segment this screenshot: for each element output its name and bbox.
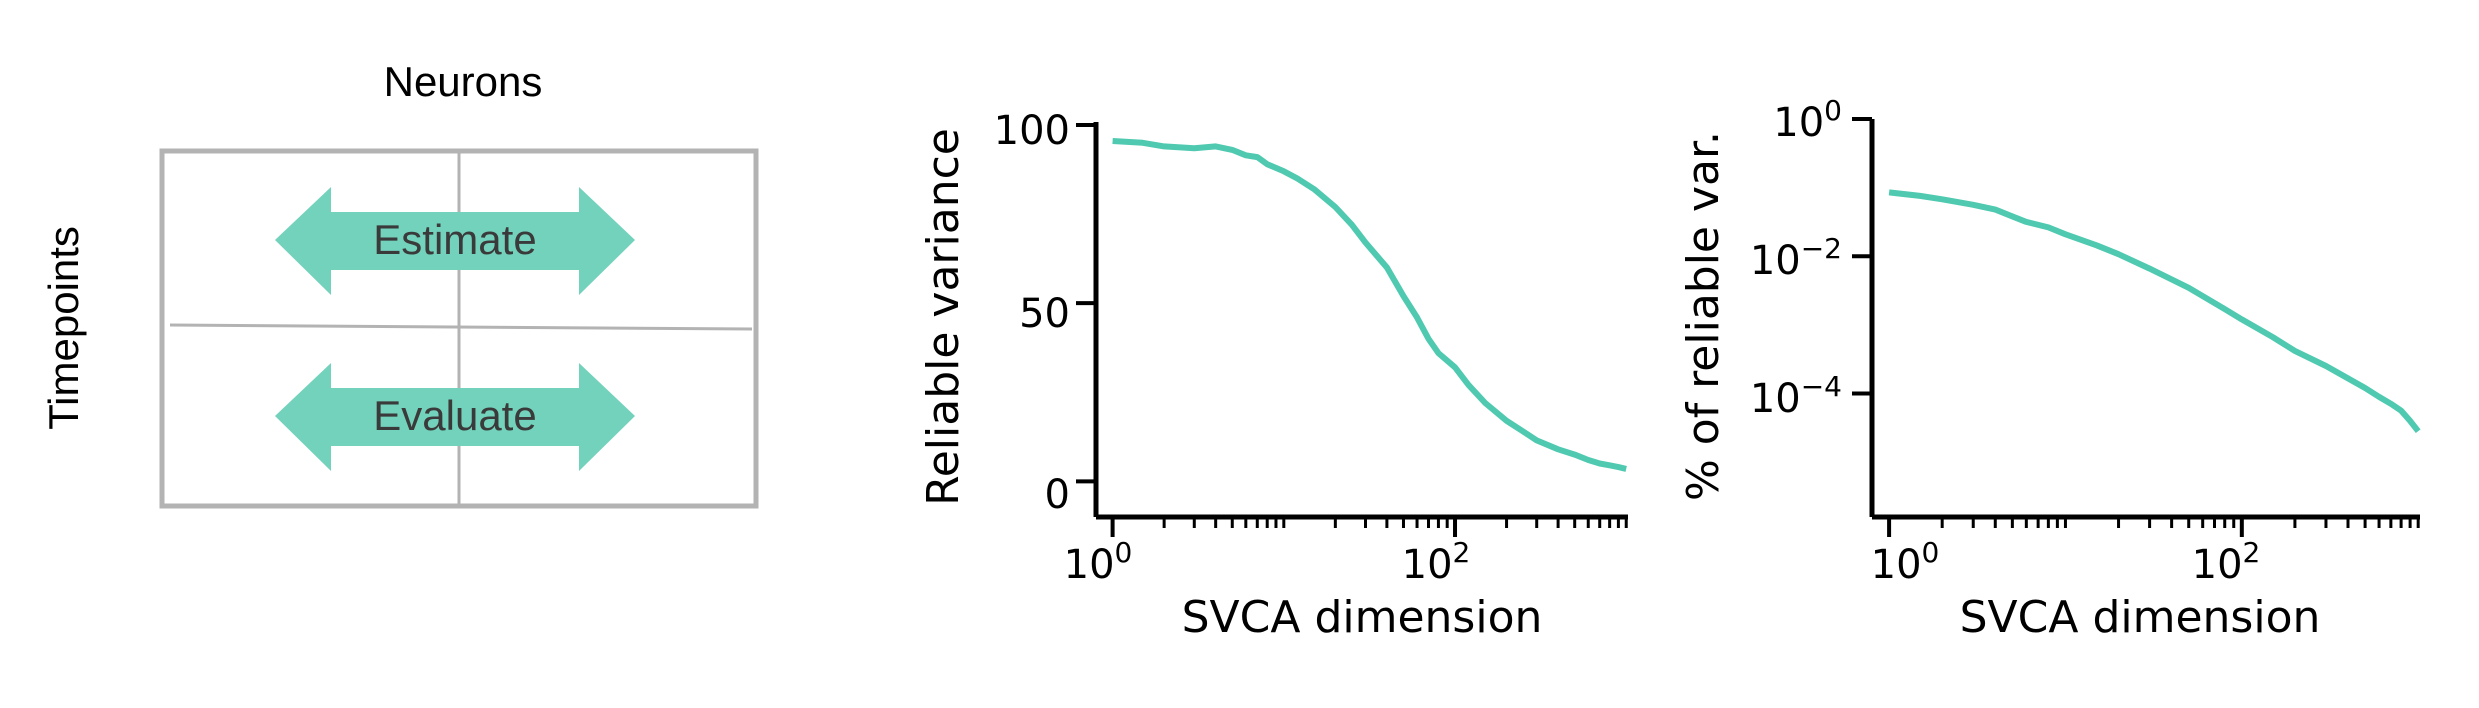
neurons-label: Neurons — [384, 58, 543, 105]
x-tick-marks — [1887, 517, 2244, 537]
x-axis-label: SVCA dimension — [1960, 592, 2321, 643]
evaluate-double-arrow-icon — [275, 363, 635, 471]
y-tick-label-50: 50 — [1019, 291, 1070, 337]
split-diagram: Neurons Timepoints Estimate Evaluate — [40, 58, 759, 509]
x-axis-label: SVCA dimension — [1182, 592, 1543, 643]
y-tick-label-10e-4: 10−4 — [1750, 370, 1842, 422]
x-tick-marks — [1110, 517, 1458, 537]
x-tick-label-10e0: 100 — [1064, 536, 1133, 588]
estimate-double-arrow-icon — [275, 187, 635, 295]
estimate-label: Estimate — [373, 216, 536, 263]
y-axis-label: Reliable variance — [918, 128, 969, 506]
y-tick-label-10e0: 100 — [1773, 94, 1842, 146]
y-tick-label-100: 100 — [994, 108, 1070, 154]
y-tick-label-0: 0 — [1045, 472, 1070, 518]
timepoint-split-line — [169, 323, 753, 331]
evaluate-label: Evaluate — [373, 392, 536, 439]
estimate-arrow: Estimate — [275, 187, 635, 295]
y-axis-label: % of reliable var. — [1678, 131, 1729, 501]
y-tick-label-10e-2: 10−2 — [1750, 232, 1842, 284]
series-line — [1112, 138, 1627, 472]
evaluate-arrow: Evaluate — [275, 363, 635, 471]
series-line — [1888, 189, 2421, 434]
x-tick-label-10e2: 102 — [2192, 536, 2261, 588]
chart-reliable-variance: 100 50 0 100 102 SVCA dimension Reliable… — [918, 108, 1628, 643]
chart-percent-reliable-variance: 100 10−2 10−4 100 102 SVCA dimension % o… — [1678, 94, 2421, 643]
y-tick-marks — [1076, 123, 1096, 484]
x-tick-label-10e0: 100 — [1871, 536, 1940, 588]
y-tick-marks — [1852, 117, 1872, 396]
timepoints-label: Timepoints — [40, 226, 87, 430]
x-tick-label-10e2: 102 — [1402, 536, 1471, 588]
